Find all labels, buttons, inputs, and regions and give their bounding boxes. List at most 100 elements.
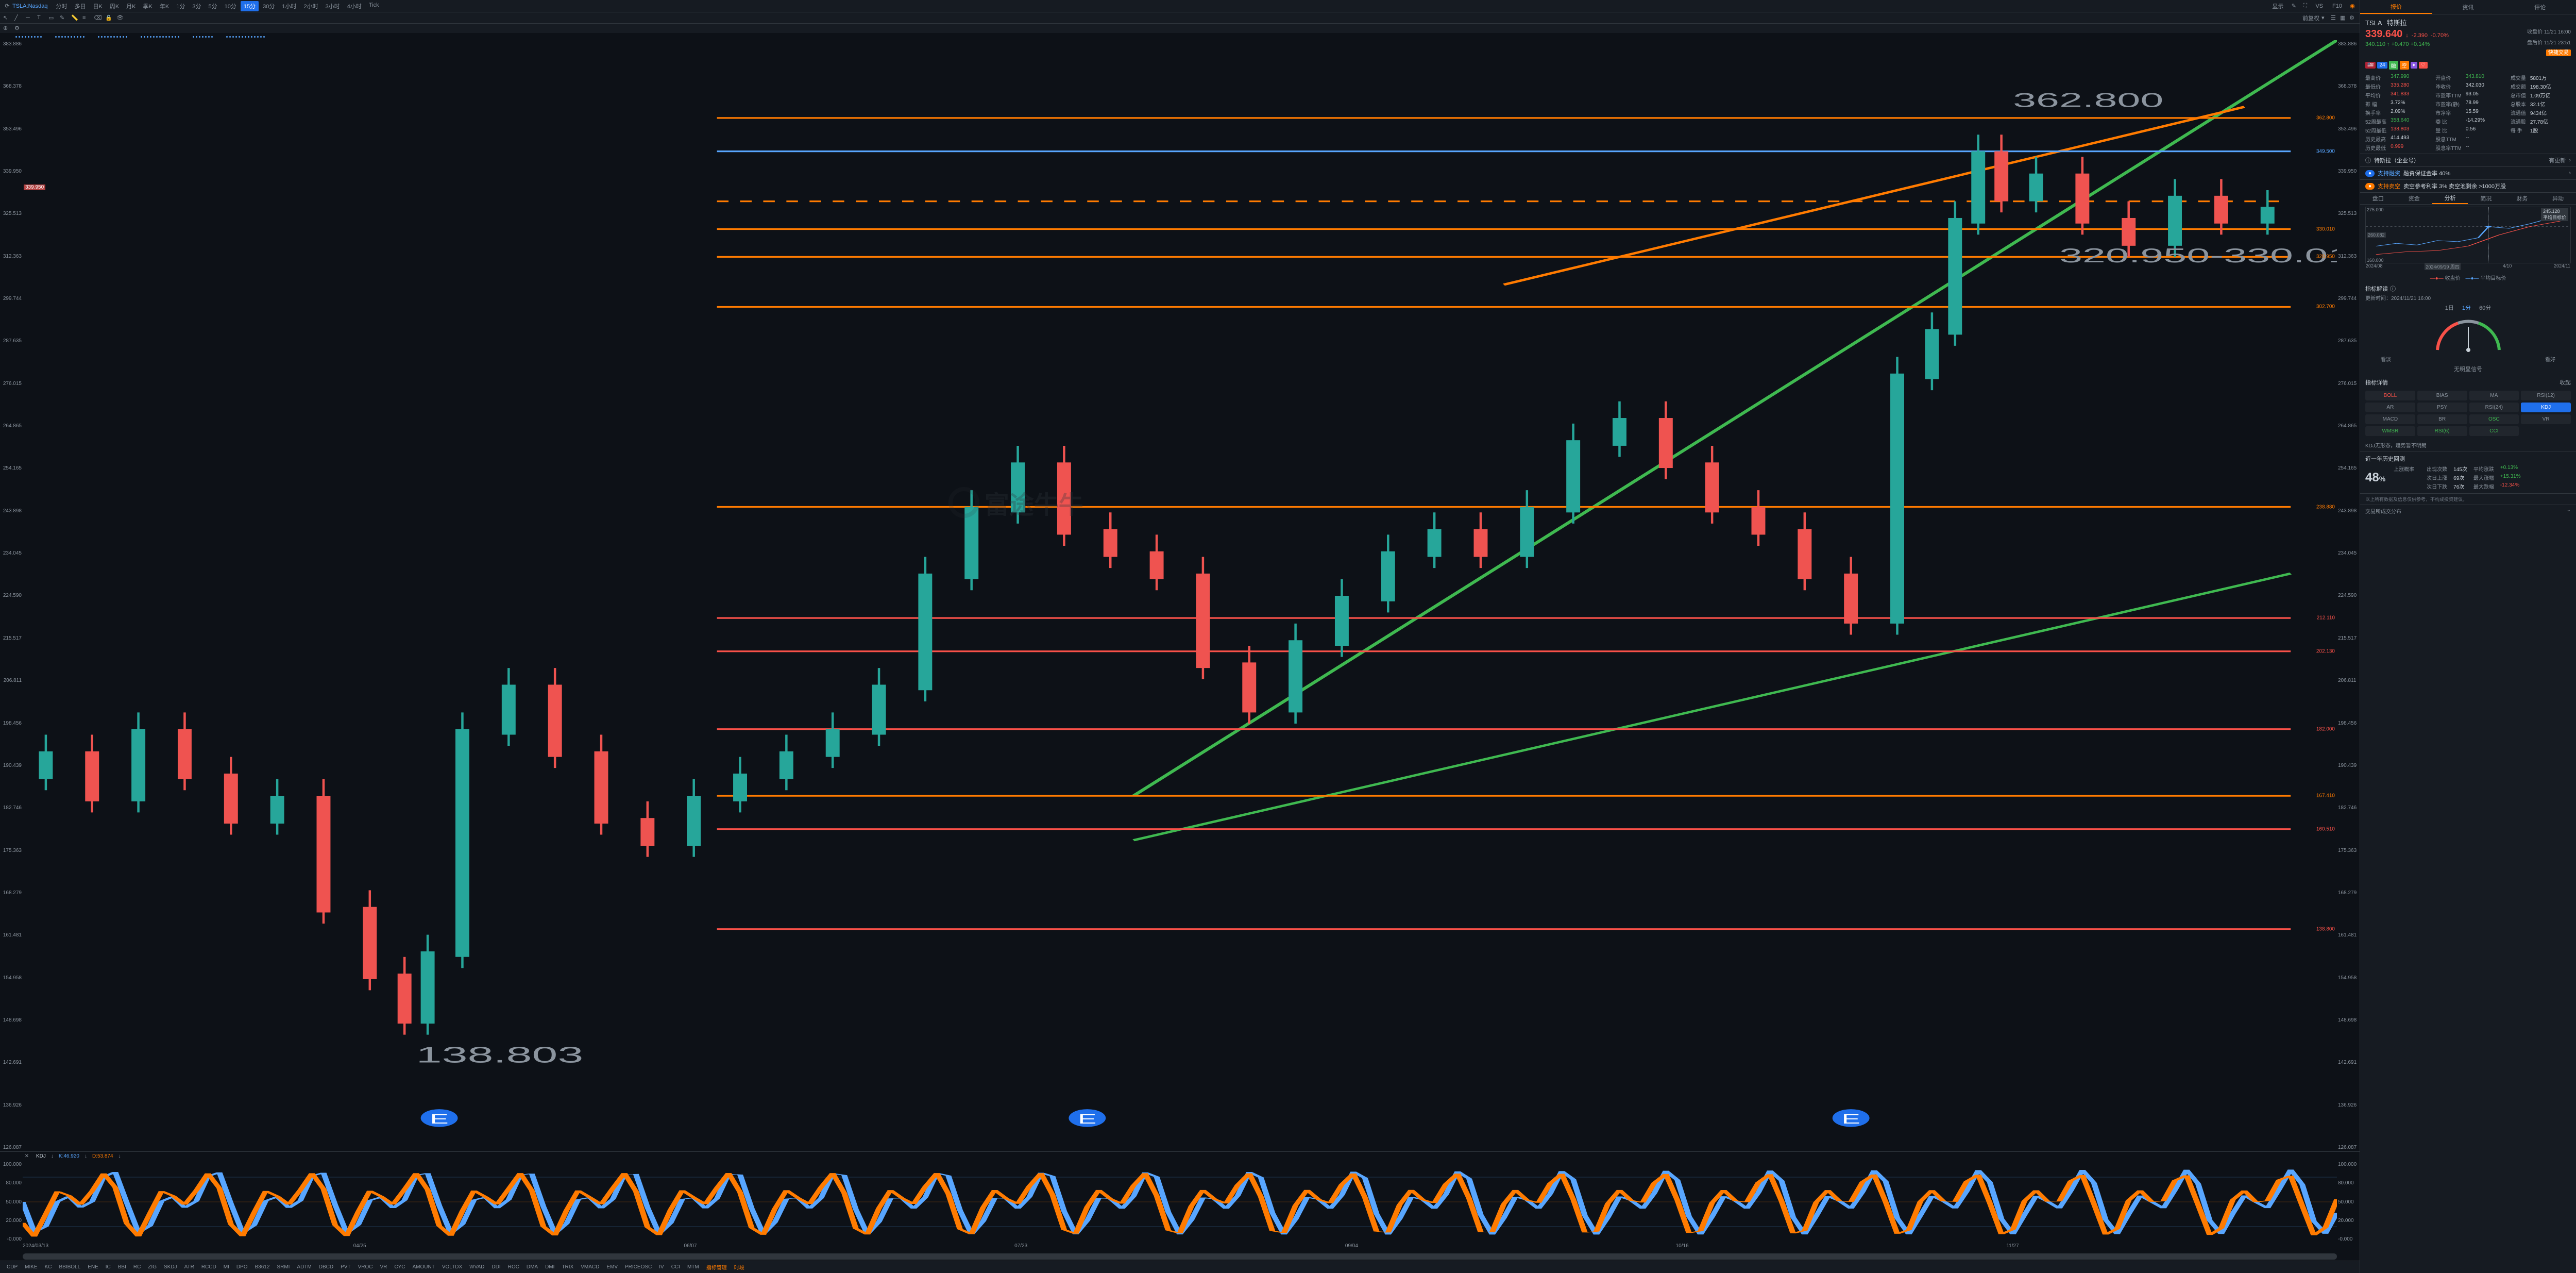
- flag-badge[interactable]: 24: [2377, 62, 2387, 69]
- ind-AMOUNT[interactable]: AMOUNT: [410, 1263, 437, 1271]
- tf-2小时[interactable]: 2小时: [300, 1, 321, 11]
- fib-icon[interactable]: ≡: [82, 14, 90, 22]
- ind-ADTM[interactable]: ADTM: [294, 1263, 314, 1271]
- tab-quote[interactable]: 报价: [2360, 0, 2432, 14]
- ind-ZIG[interactable]: ZIG: [145, 1263, 159, 1271]
- tf-周K[interactable]: 周K: [107, 1, 122, 11]
- tf-季K[interactable]: 季K: [140, 1, 156, 11]
- ind-pill-RSI(12)[interactable]: RSI(12): [2521, 391, 2571, 400]
- ind-EMV[interactable]: EMV: [604, 1263, 620, 1271]
- tf-10分[interactable]: 10分: [222, 1, 240, 11]
- tf-4小时[interactable]: 4小时: [344, 1, 365, 11]
- ind-pill-KDJ[interactable]: KDJ: [2521, 403, 2571, 412]
- lock-icon[interactable]: 🔒: [105, 14, 112, 22]
- ind-pill-WMSR[interactable]: WMSR: [2365, 426, 2415, 436]
- scrollbar-thumb[interactable]: [23, 1253, 2337, 1260]
- ind-pill-BR[interactable]: BR: [2417, 414, 2467, 424]
- ind-IC[interactable]: IC: [103, 1263, 113, 1271]
- vs-btn[interactable]: VS: [2312, 2, 2326, 10]
- ind-KC[interactable]: KC: [42, 1263, 55, 1271]
- flag-badge[interactable]: ♡: [2419, 62, 2428, 69]
- ruler-icon[interactable]: 📏: [71, 14, 78, 22]
- tf-多日[interactable]: 多日: [71, 1, 89, 11]
- ind-pill-AR[interactable]: AR: [2365, 403, 2415, 412]
- ind-pill-CCI[interactable]: CCI: [2469, 426, 2519, 436]
- text-icon[interactable]: T: [37, 14, 44, 22]
- ind-RCCD[interactable]: RCCD: [199, 1263, 219, 1271]
- ind-DDI[interactable]: DDI: [489, 1263, 503, 1271]
- pin-icon[interactable]: ◉: [2348, 2, 2357, 10]
- ind-MTM[interactable]: MTM: [685, 1263, 702, 1271]
- ind-pill-PSY[interactable]: PSY: [2417, 403, 2467, 412]
- ind-WVAD[interactable]: WVAD: [467, 1263, 487, 1271]
- grid-icon[interactable]: ▦: [2340, 14, 2347, 22]
- footer-bar[interactable]: 交易所成交分布 ⌄: [2360, 505, 2576, 517]
- tf-年K[interactable]: 年K: [157, 1, 172, 11]
- ind-CDP[interactable]: CDP: [4, 1263, 20, 1271]
- ind-BBIBOLL[interactable]: BBIBOLL: [56, 1263, 83, 1271]
- chev-down-icon[interactable]: ▾: [2321, 14, 2329, 22]
- ind-B3612[interactable]: B3612: [252, 1263, 273, 1271]
- kdj-close-icon[interactable]: ✕: [23, 1152, 31, 1161]
- f10-btn[interactable]: F10: [2329, 2, 2345, 10]
- tf-1m[interactable]: 1分: [2462, 304, 2471, 312]
- ind-pill-OSC[interactable]: OSC: [2469, 414, 2519, 424]
- subtab-1[interactable]: 资金: [2396, 193, 2432, 204]
- ind-pill-BIAS[interactable]: BIAS: [2417, 391, 2467, 400]
- tf-1d[interactable]: 1日: [2445, 304, 2454, 312]
- tf-1小时[interactable]: 1小时: [279, 1, 299, 11]
- brush-icon[interactable]: ✎: [60, 14, 67, 22]
- subtab-0[interactable]: 盘口: [2360, 193, 2396, 204]
- ind-RC[interactable]: RC: [131, 1263, 143, 1271]
- ind-CCI[interactable]: CCI: [669, 1263, 683, 1271]
- tf-1分[interactable]: 1分: [173, 1, 188, 11]
- adjust-label[interactable]: 前复权: [2302, 14, 2319, 22]
- ind-ATR[interactable]: ATR: [182, 1263, 197, 1271]
- kdj-chart[interactable]: 100.00080.00050.00020.000-0.000 100.0008…: [0, 1161, 2360, 1243]
- eye-icon[interactable]: 👁: [116, 14, 124, 22]
- ind-pill-VR[interactable]: VR: [2521, 414, 2571, 424]
- subtab-5[interactable]: 异动: [2540, 193, 2576, 204]
- ind-pill-RSI(24)[interactable]: RSI(24): [2469, 403, 2519, 412]
- ind-ROC[interactable]: ROC: [505, 1263, 522, 1271]
- hline-icon[interactable]: ─: [26, 14, 33, 22]
- ind-DPO[interactable]: DPO: [234, 1263, 250, 1271]
- company-row[interactable]: ⓘ 特斯拉（企业号） 有更新 ›: [2360, 154, 2576, 166]
- indicator-mgmt[interactable]: 指标管理: [704, 1262, 730, 1272]
- short-row[interactable]: ● 支持卖空 卖空参考利率 3% 卖空池剩余 >1000万股: [2360, 179, 2576, 192]
- ind-CYC[interactable]: CYC: [392, 1263, 408, 1271]
- ind-ENE[interactable]: ENE: [85, 1263, 101, 1271]
- ind-VMACD[interactable]: VMACD: [578, 1263, 602, 1271]
- display-btn[interactable]: 显示: [2269, 1, 2286, 11]
- kdj-canvas[interactable]: [23, 1161, 2337, 1243]
- gear-icon[interactable]: ⚙: [14, 25, 22, 32]
- ticker-label[interactable]: TSLA:Nasdaq: [12, 3, 47, 9]
- chart-canvas[interactable]: 富途牛牛 138.803320.950-330.010362.800EEE 33…: [23, 40, 2337, 1151]
- subtab-2[interactable]: 分析: [2432, 193, 2468, 204]
- tab-comments[interactable]: 评论: [2504, 0, 2576, 14]
- tf-5分[interactable]: 5分: [205, 1, 220, 11]
- cursor-icon[interactable]: ↖: [3, 14, 10, 22]
- margin-row[interactable]: ● 支持融资 融资保证金率 40% ›: [2360, 166, 2576, 179]
- tf-日K[interactable]: 日K: [90, 1, 105, 11]
- time-scrollbar[interactable]: [23, 1253, 2337, 1260]
- ind-MI[interactable]: MI: [221, 1263, 232, 1271]
- ind-VROC[interactable]: VROC: [355, 1263, 376, 1271]
- tf-月K[interactable]: 月K: [123, 1, 139, 11]
- main-chart[interactable]: 383.886368.378353.496339.950325.513312.3…: [0, 40, 2360, 1151]
- ind-BBI[interactable]: BBI: [115, 1263, 129, 1271]
- line-icon[interactable]: ╱: [14, 14, 22, 22]
- mini-chart[interactable]: 245.128 平均目标价 275.000 260.082 160.000 20…: [2365, 207, 2571, 263]
- subtab-3[interactable]: 简况: [2468, 193, 2504, 204]
- edit-icon[interactable]: ✎: [2290, 2, 2298, 10]
- ind-pill-BOLL[interactable]: BOLL: [2365, 391, 2415, 400]
- ind-PVT[interactable]: PVT: [338, 1263, 353, 1271]
- ind-MIKE[interactable]: MIKE: [22, 1263, 40, 1271]
- tab-news[interactable]: 资讯: [2432, 0, 2504, 14]
- collapse-icon[interactable]: ⊕: [3, 25, 10, 32]
- ind-DMA[interactable]: DMA: [524, 1263, 540, 1271]
- ind-VOLTDX[interactable]: VOLTDX: [439, 1263, 465, 1271]
- tf-3分[interactable]: 3分: [189, 1, 204, 11]
- quick-trade-btn[interactable]: 快捷交易: [2546, 49, 2571, 56]
- list-icon[interactable]: ☰: [2331, 14, 2338, 22]
